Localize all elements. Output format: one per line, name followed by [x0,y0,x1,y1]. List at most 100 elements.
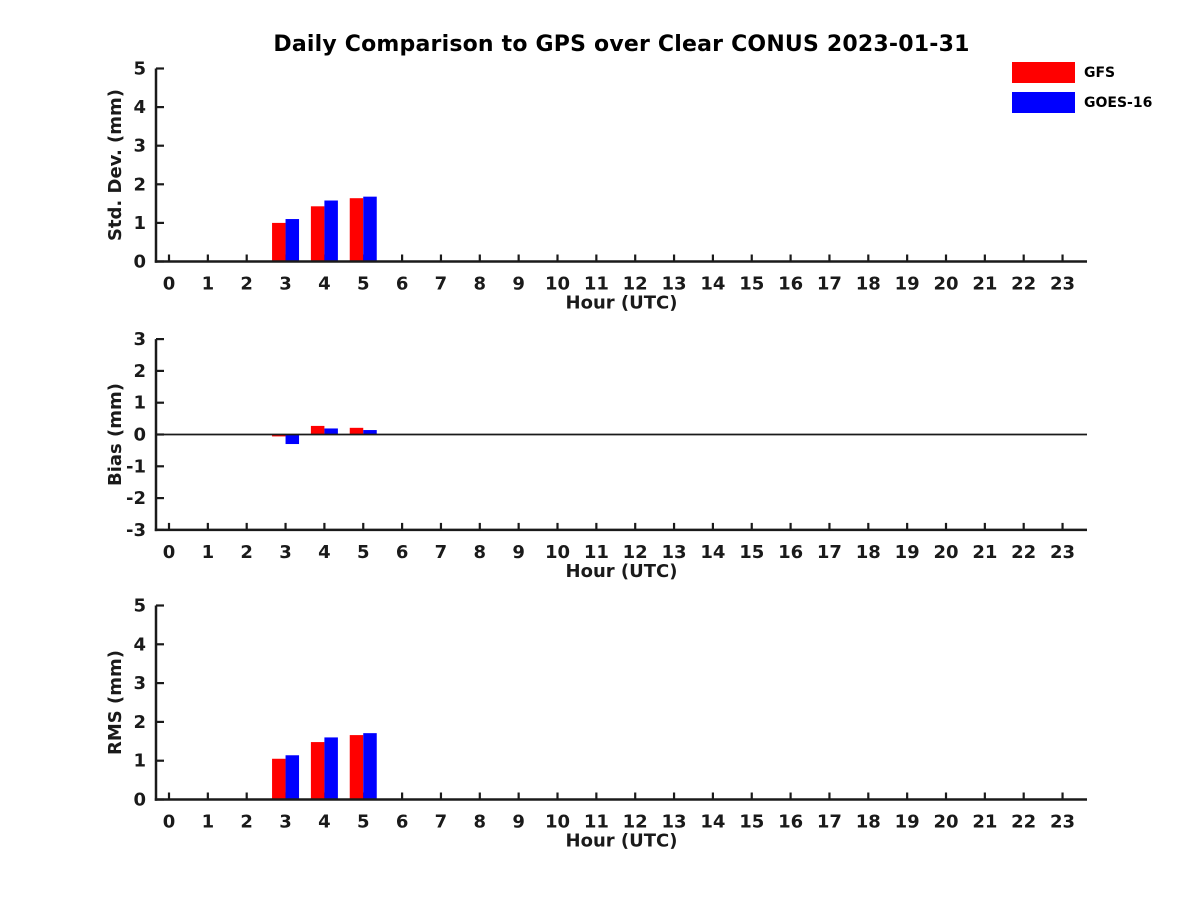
x-tick-label: 16 [778,542,803,563]
x-tick-label: 7 [435,812,448,833]
bar-goes-16-h3 [285,219,300,262]
bar-goes-16-h3 [285,755,300,800]
x-tick-label: 1 [202,542,215,563]
y-tick-label: 3 [133,329,146,350]
legend-swatch-goes16 [1012,92,1075,113]
x-tick-label: 1 [202,274,215,295]
x-tick-label: 13 [662,542,687,563]
x-tick-label: 1 [202,812,215,833]
x-tick-label: 8 [474,274,487,295]
x-tick-label: 17 [817,542,842,563]
x-tick-label: 7 [435,274,448,295]
y-axis-label: RMS (mm) [105,650,126,755]
x-tick-label: 0 [163,274,176,295]
x-tick-label: 16 [778,274,803,295]
y-tick-label: -2 [126,488,146,509]
bar-gfs-h4 [310,425,325,435]
x-tick-label: 14 [700,812,725,833]
x-tick-label: 22 [1011,812,1036,833]
x-tick-label: 17 [817,274,842,295]
x-tick-label: 0 [163,812,176,833]
bar-goes-16-h4 [324,200,338,262]
x-tick-label: 11 [584,274,609,295]
y-tick-label: 1 [133,751,146,772]
x-tick-label: 13 [662,274,687,295]
x-tick-label: 6 [396,542,409,563]
x-tick-label: 3 [279,274,292,295]
bar-goes-16-h3 [285,434,300,445]
x-tick-label: 14 [700,274,725,295]
bar-gfs-h4 [310,206,325,262]
y-tick-label: -3 [126,520,146,541]
bar-gfs-h4 [310,742,325,800]
legend-swatch-gfs [1012,62,1075,83]
x-tick-label: 10 [545,274,570,295]
bar-gfs-h5 [349,427,364,435]
x-tick-label: 10 [545,812,570,833]
bar-goes-16-h5 [363,196,377,262]
y-axis-label: Std. Dev. (mm) [105,89,126,241]
bar-gfs-h3 [272,222,286,262]
legend-label-goes16: GOES-16 [1084,94,1153,111]
x-tick-label: 4 [318,812,331,833]
x-tick-label: 0 [163,542,176,563]
y-tick-label: 0 [133,790,146,811]
x-tick-label: 21 [972,274,997,295]
x-axis-label: Hour (UTC) [566,831,678,852]
x-tick-label: 19 [895,274,920,295]
x-tick-label: 15 [739,812,764,833]
x-tick-label: 6 [396,274,409,295]
y-tick-label: -1 [126,456,146,477]
x-tick-label: 23 [1050,542,1075,563]
x-tick-label: 9 [512,274,525,295]
y-tick-label: 2 [133,174,146,195]
x-tick-label: 18 [856,542,881,563]
x-tick-label: 6 [396,812,409,833]
x-tick-label: 20 [933,812,958,833]
chart-title: Daily Comparison to GPS over Clear CONUS… [273,32,970,57]
legend-item-gfs: GFS [1012,62,1152,83]
x-tick-label: 20 [933,274,958,295]
x-tick-label: 9 [512,812,525,833]
x-tick-label: 22 [1011,542,1036,563]
x-tick-label: 17 [817,812,842,833]
bar-gfs-h5 [349,198,364,262]
x-tick-label: 21 [972,812,997,833]
x-tick-label: 13 [662,812,687,833]
y-tick-label: 0 [133,425,146,446]
x-tick-label: 11 [584,542,609,563]
x-tick-label: 14 [700,542,725,563]
bar-goes-16-h4 [324,737,338,800]
x-tick-label: 12 [623,812,648,833]
x-tick-label: 15 [739,274,764,295]
x-tick-label: 12 [623,542,648,563]
y-tick-label: 2 [133,361,146,382]
bar-goes-16-h5 [363,430,377,435]
x-tick-label: 19 [895,542,920,563]
x-tick-label: 5 [357,812,370,833]
x-tick-label: 12 [623,274,648,295]
y-tick-label: 3 [133,136,146,157]
x-tick-label: 19 [895,812,920,833]
x-tick-label: 21 [972,542,997,563]
x-tick-label: 16 [778,812,803,833]
x-axis-label: Hour (UTC) [566,293,678,314]
y-tick-label: 2 [133,712,146,733]
x-tick-label: 23 [1050,812,1075,833]
x-tick-label: 5 [357,542,370,563]
legend-item-goes16: GOES-16 [1012,92,1152,113]
x-tick-label: 15 [739,542,764,563]
y-tick-label: 3 [133,673,146,694]
y-tick-label: 4 [133,97,146,118]
x-tick-label: 2 [240,542,253,563]
bar-gfs-h3 [272,758,286,800]
x-tick-label: 4 [318,542,331,563]
x-tick-label: 11 [584,812,609,833]
x-tick-label: 18 [856,274,881,295]
y-tick-label: 0 [133,252,146,273]
